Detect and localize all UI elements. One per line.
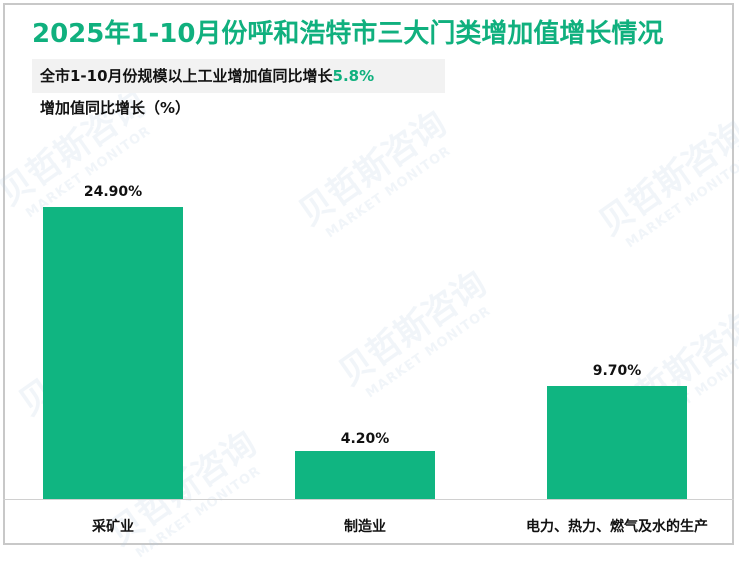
bar-utilities — [547, 386, 687, 499]
x-tick-label: 制造业 — [344, 519, 386, 535]
bar-value-label: 9.70% — [592, 363, 642, 379]
y-axis-label: 增加值同比增长（%） — [40, 99, 191, 117]
bar-mining — [43, 207, 183, 499]
x-tick-label: 采矿业 — [92, 519, 134, 535]
bar-value-label: 24.90% — [83, 184, 143, 200]
bar-value-label: 4.20% — [340, 431, 390, 447]
summary-text: 全市1-10月份规模以上工业增加值同比增长 — [40, 67, 333, 85]
summary-note: 全市1-10月份规模以上工业增加值同比增长5.8% — [32, 59, 445, 93]
summary-highlight: 5.8% — [332, 67, 375, 85]
x-axis-line — [3, 499, 734, 500]
x-tick-label: 电力、热力、燃气及水的生产 — [526, 519, 708, 535]
chart-title: 2025年1-10月份呼和浩特市三大门类增加值增长情况 — [32, 19, 664, 49]
bar-manufacturing — [295, 451, 435, 499]
